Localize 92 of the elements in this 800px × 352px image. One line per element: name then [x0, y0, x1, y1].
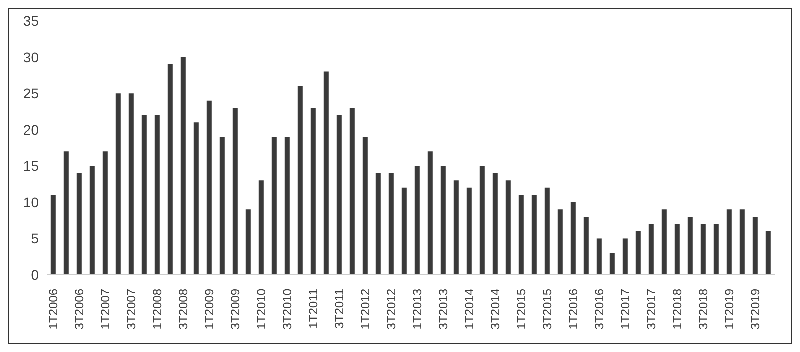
x-tick-label: 3T2009	[228, 288, 242, 330]
bar	[206, 100, 212, 275]
bar	[310, 108, 316, 275]
bar	[622, 238, 628, 275]
bar	[492, 173, 498, 275]
bar	[402, 188, 407, 275]
x-tick-label: 1T2018	[670, 288, 684, 330]
bar	[284, 137, 290, 275]
bar	[544, 188, 550, 275]
x-tick-label: 1T2009	[202, 288, 216, 330]
bar	[232, 108, 238, 275]
bar	[258, 180, 264, 275]
x-tick-label: 1T2019	[722, 288, 736, 330]
x-tick-label: 3T2011	[332, 288, 346, 329]
bar	[76, 173, 82, 275]
y-tick-label: 5	[31, 230, 40, 247]
bar	[506, 180, 511, 275]
y-tick-label: 15	[23, 158, 40, 174]
x-tick-label: 3T2014	[488, 288, 502, 330]
bar	[90, 166, 95, 275]
bar	[128, 94, 134, 275]
bar	[142, 115, 147, 275]
bar	[570, 202, 576, 275]
bar	[336, 115, 342, 275]
x-tick-label: 3T2016	[592, 288, 606, 330]
bar	[246, 210, 251, 275]
y-tick-label: 20	[23, 122, 40, 138]
bar	[740, 210, 745, 275]
bar	[64, 152, 69, 275]
bar	[766, 231, 771, 275]
bar	[376, 173, 381, 275]
bar	[466, 188, 472, 275]
bar	[428, 152, 433, 275]
bar	[674, 224, 680, 275]
x-tick-label: 3T2010	[280, 288, 294, 330]
x-tick-label: 1T2015	[514, 288, 528, 330]
bar	[662, 210, 667, 275]
bar	[688, 216, 693, 275]
bar	[518, 195, 524, 275]
bar	[532, 195, 537, 275]
x-tick-label: 3T2018	[696, 288, 710, 330]
bar	[726, 210, 732, 275]
bar	[714, 224, 719, 275]
y-tick-label: 0	[31, 266, 40, 283]
x-tick-label: 3T2007	[124, 288, 138, 330]
bar	[596, 238, 602, 275]
bar	[154, 115, 160, 275]
bar	[558, 210, 563, 275]
bar	[414, 166, 420, 275]
x-tick-label: 1T2013	[410, 288, 424, 330]
x-tick-label: 1T2014	[462, 288, 476, 330]
bar	[102, 152, 108, 275]
bar	[116, 94, 121, 275]
bar	[362, 137, 368, 275]
bar	[194, 122, 199, 275]
x-tick-label: 1T2011	[306, 288, 320, 329]
y-tick-label: 35	[23, 12, 40, 29]
bar	[454, 180, 459, 275]
bar	[388, 173, 394, 275]
x-tick-label: 1T2017	[618, 288, 632, 330]
x-tick-label: 1T2008	[150, 288, 164, 330]
x-tick-label: 1T2010	[254, 288, 268, 330]
bar	[584, 216, 589, 275]
x-tick-label: 3T2012	[384, 288, 398, 330]
y-tick-label: 10	[23, 194, 40, 210]
bar	[700, 224, 706, 275]
bar	[610, 253, 615, 275]
bar	[648, 224, 654, 275]
bar	[350, 108, 355, 275]
bar	[440, 166, 446, 275]
bar	[752, 216, 758, 275]
y-tick-label: 25	[23, 86, 40, 102]
x-tick-label: 3T2017	[644, 288, 658, 330]
bar	[180, 57, 186, 275]
x-tick-label: 3T2015	[540, 288, 554, 330]
bar	[50, 195, 56, 275]
bar	[220, 137, 225, 275]
x-tick-label: 3T2006	[72, 288, 86, 330]
x-tick-label: 3T2013	[436, 288, 450, 330]
bar	[636, 231, 641, 275]
x-tick-label: 1T2006	[46, 288, 60, 330]
bar	[324, 72, 329, 275]
bar	[272, 137, 277, 275]
x-tick-label: 3T2019	[748, 288, 762, 330]
x-tick-label: 1T2016	[566, 288, 580, 330]
bar	[480, 166, 485, 275]
bar	[298, 86, 303, 275]
x-tick-label: 1T2012	[358, 288, 372, 330]
x-tick-label: 3T2008	[176, 288, 190, 330]
y-tick-label: 30	[23, 49, 40, 66]
bar	[168, 64, 173, 275]
x-tick-label: 1T2007	[98, 288, 112, 330]
